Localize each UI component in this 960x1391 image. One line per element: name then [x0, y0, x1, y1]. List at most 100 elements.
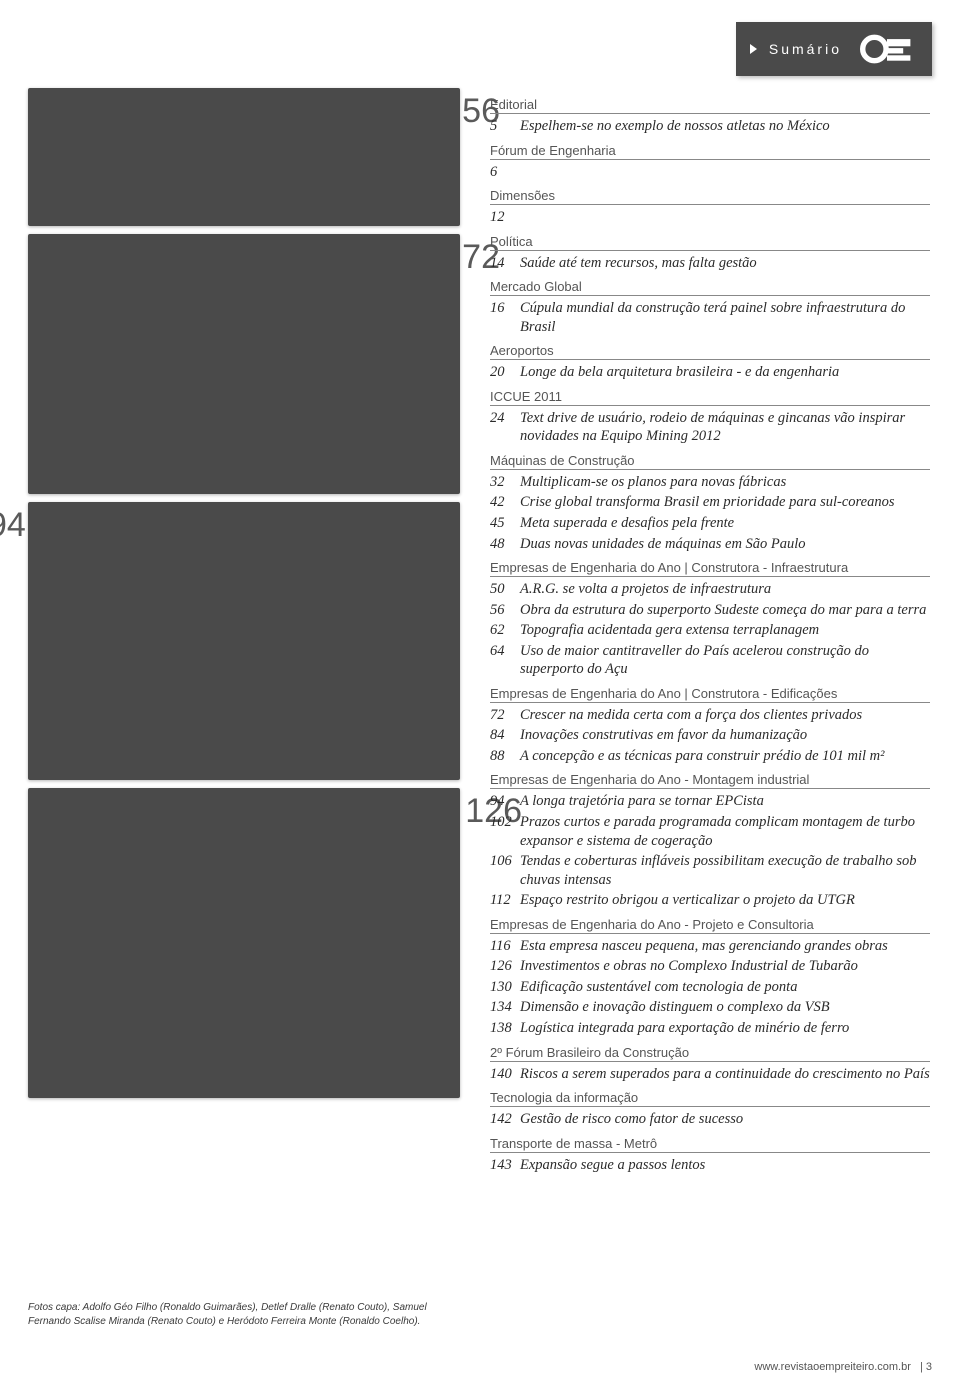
toc-entry-title: Espaço restrito obrigou a verticalizar o…	[520, 891, 930, 910]
toc-entry-page: 5	[490, 117, 520, 136]
toc-entry: 45Meta superada e desafios pela frente	[490, 514, 930, 533]
photo-credits: Fotos capa: Adolfo Géo Filho (Ronaldo Gu…	[28, 1301, 460, 1329]
toc-section-head: Mercado Global	[490, 279, 930, 296]
toc-entry-page: 142	[490, 1110, 520, 1129]
toc-entry-page: 72	[490, 706, 520, 725]
toc-entry-title: Duas novas unidades de máquinas em São P…	[520, 535, 930, 554]
toc-entry-title: Riscos a serem superados para a continui…	[520, 1065, 930, 1084]
toc-entry-title: Investimentos e obras no Complexo Indust…	[520, 957, 930, 976]
toc-entry: 72Crescer na medida certa com a força do…	[490, 706, 930, 725]
toc-section-head: Editorial	[490, 97, 930, 114]
toc-entry-page: 106	[490, 852, 520, 889]
toc-entry-page: 64	[490, 642, 520, 679]
toc-entry-title	[520, 163, 930, 182]
toc-entry-title: Saúde até tem recursos, mas falta gestão	[520, 254, 930, 273]
toc-entry-title: Meta superada e desafios pela frente	[520, 514, 930, 533]
toc-entry: 140Riscos a serem superados para a conti…	[490, 1065, 930, 1084]
toc-entry: 5Espelhem-se no exemplo de nossos atleta…	[490, 117, 930, 136]
toc-entry-page: 102	[490, 813, 520, 850]
toc-entry-page: 6	[490, 163, 520, 182]
toc-entry-page: 20	[490, 363, 520, 382]
toc-entry-page: 138	[490, 1019, 520, 1038]
toc-entry-title: Gestão de risco como fator de sucesso	[520, 1110, 930, 1129]
toc-column: Editorial 5Espelhem-se no exemplo de noss…	[490, 90, 930, 1176]
toc-entry: 116Esta empresa nasceu pequena, mas gere…	[490, 937, 930, 956]
toc-entry-title: A concepção e as técnicas para construir…	[520, 747, 930, 766]
toc-entry: 126Investimentos e obras no Complexo Ind…	[490, 957, 930, 976]
toc-entry-title: Crescer na medida certa com a força dos …	[520, 706, 930, 725]
toc-entry-page: 134	[490, 998, 520, 1017]
toc-entry-page: 140	[490, 1065, 520, 1084]
toc-entry-title: Edificação sustentável com tecnologia de…	[520, 978, 930, 997]
toc-entry-page: 56	[490, 601, 520, 620]
toc-entry-title: Espelhem-se no exemplo de nossos atletas…	[520, 117, 930, 136]
toc-entry: 106Tendas e coberturas infláveis possibi…	[490, 852, 930, 889]
toc-entry-page: 32	[490, 473, 520, 492]
toc-entry: 16Cúpula mundial da construção terá pain…	[490, 299, 930, 336]
footer: www.revistaoempreiteiro.com.br | 3	[754, 1361, 932, 1373]
toc-entry-page: 24	[490, 409, 520, 446]
toc-section-head: Empresas de Engenharia do Ano - Montagem…	[490, 772, 930, 789]
footer-page: 3	[926, 1361, 932, 1373]
toc-entry-title: Inovações construtivas em favor da human…	[520, 726, 930, 745]
toc-entry-title	[520, 208, 930, 227]
thumbnail-4: 126	[28, 788, 460, 1098]
footer-url: www.revistaoempreiteiro.com.br	[754, 1361, 911, 1373]
toc-section-head: Fórum de Engenharia	[490, 143, 930, 160]
toc-entry-title: A.R.G. se volta a projetos de infraestru…	[520, 580, 930, 599]
toc-entry-page: 16	[490, 299, 520, 336]
toc-entry-page: 116	[490, 937, 520, 956]
toc-entry: 14Saúde até tem recursos, mas falta gest…	[490, 254, 930, 273]
toc-entry: 64Uso de maior cantitraveller do País ac…	[490, 642, 930, 679]
toc-entry: 102Prazos curtos e parada programada com…	[490, 813, 930, 850]
toc-entry-page: 45	[490, 514, 520, 533]
toc-entry-page: 50	[490, 580, 520, 599]
toc-section-head: Política	[490, 234, 930, 251]
toc-entry: 56Obra da estrutura do superporto Sudest…	[490, 601, 930, 620]
toc-entry: 138Logística integrada para exportação d…	[490, 1019, 930, 1038]
toc-entry: 48Duas novas unidades de máquinas em São…	[490, 535, 930, 554]
toc-section-head: Máquinas de Construção	[490, 453, 930, 470]
toc-entry-title: Expansão segue a passos lentos	[520, 1156, 930, 1175]
toc-entry-title: Multiplicam-se os planos para novas fábr…	[520, 473, 930, 492]
header: Sumário	[736, 22, 932, 76]
toc-entry-page: 143	[490, 1156, 520, 1175]
magazine-logo-icon	[860, 32, 914, 66]
triangle-icon	[750, 44, 757, 54]
toc-entry-title: Tendas e coberturas infláveis possibilit…	[520, 852, 930, 889]
toc-entry: 143Expansão segue a passos lentos	[490, 1156, 930, 1175]
toc-section-head: Transporte de massa - Metrô	[490, 1136, 930, 1153]
toc-entry-page: 48	[490, 535, 520, 554]
toc-entry-page: 14	[490, 254, 520, 273]
toc-entry-title: Logística integrada para exportação de m…	[520, 1019, 930, 1038]
toc-section-head: Empresas de Engenharia do Ano | Construt…	[490, 560, 930, 577]
toc-entry-page: 88	[490, 747, 520, 766]
toc-entry-page: 94	[490, 792, 520, 811]
toc-entry-title: Longe da bela arquitetura brasileira - e…	[520, 363, 930, 382]
toc-entry: 84Inovações construtivas em favor da hum…	[490, 726, 930, 745]
toc-entry-title: Topografia acidentada gera extensa terra…	[520, 621, 930, 640]
toc-section-head: Tecnologia da informação	[490, 1090, 930, 1107]
thumbnail-3: 94	[28, 502, 460, 780]
toc-entry: 112Espaço restrito obrigou a verticaliza…	[490, 891, 930, 910]
thumbnail-3-page: 94	[0, 506, 26, 545]
toc-entry-page: 130	[490, 978, 520, 997]
toc-entry: 12	[490, 208, 930, 227]
toc-entry-title: Cúpula mundial da construção terá painel…	[520, 299, 930, 336]
toc-entry: 6	[490, 163, 930, 182]
toc-section-head: Aeroportos	[490, 343, 930, 360]
toc-entry-title: A longa trajetória para se tornar EPCist…	[520, 792, 930, 811]
toc-entry-title: Crise global transforma Brasil em priori…	[520, 493, 930, 512]
toc-entry: 32Multiplicam-se os planos para novas fá…	[490, 473, 930, 492]
toc-entry-title: Esta empresa nasceu pequena, mas gerenci…	[520, 937, 930, 956]
toc-entry-page: 12	[490, 208, 520, 227]
toc-entry: 94A longa trajetória para se tornar EPCi…	[490, 792, 930, 811]
toc-entry-page: 84	[490, 726, 520, 745]
toc-section-head: 2º Fórum Brasileiro da Construção	[490, 1045, 930, 1062]
toc-section-head: Empresas de Engenharia do Ano | Construt…	[490, 686, 930, 703]
toc-entry: 88A concepção e as técnicas para constru…	[490, 747, 930, 766]
sumario-label: Sumário	[769, 41, 842, 57]
toc-section-head: ICCUE 2011	[490, 389, 930, 406]
toc-entry: 24Text drive de usuário, rodeio de máqui…	[490, 409, 930, 446]
toc-entry: 20Longe da bela arquitetura brasileira -…	[490, 363, 930, 382]
